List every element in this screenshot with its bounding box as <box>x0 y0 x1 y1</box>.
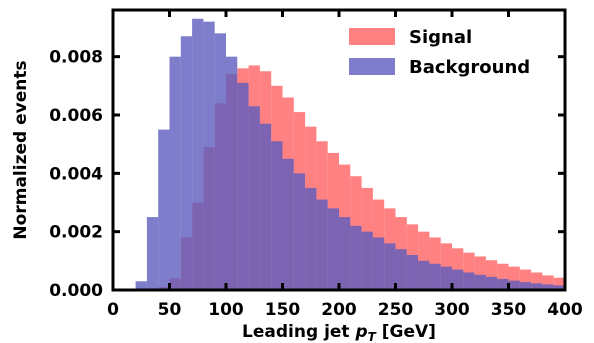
background-bar <box>361 231 373 290</box>
background-bar <box>372 237 385 290</box>
background-bar <box>226 56 238 290</box>
series-background <box>135 18 565 291</box>
y-tick-label: 0.002 <box>49 223 103 243</box>
background-bar <box>214 33 226 290</box>
signal-bar <box>519 269 532 290</box>
background-bar <box>350 225 362 290</box>
background-bar <box>519 282 532 290</box>
background-bar <box>203 21 215 291</box>
background-bar <box>316 199 328 290</box>
background-bar <box>485 276 498 290</box>
y-tick-labels: 0.000 0.002 0.004 0.006 0.008 <box>49 48 103 301</box>
background-bar <box>452 269 464 290</box>
background-bar <box>282 158 294 290</box>
background-bar <box>384 243 396 290</box>
background-bar <box>508 280 520 290</box>
axis-ticks <box>111 10 567 292</box>
background-bar <box>542 284 554 290</box>
y-tick-label: 0.008 <box>49 48 103 68</box>
x-tick-label: 0 <box>107 300 119 320</box>
background-bar <box>531 283 543 290</box>
background-bar <box>406 255 419 290</box>
x-tick-label: 200 <box>321 300 357 320</box>
signal-bar <box>508 266 520 290</box>
background-bar <box>305 187 317 290</box>
x-tick-label: 250 <box>378 300 414 320</box>
x-tick-label: 300 <box>434 300 470 320</box>
signal-bar <box>463 252 475 290</box>
background-bar <box>259 123 272 290</box>
background-bar <box>248 106 260 290</box>
background-bar <box>237 82 249 291</box>
y-tick-label: 0.000 <box>49 281 103 301</box>
x-tick-label: 400 <box>547 300 583 320</box>
signal-bar <box>531 272 543 290</box>
background-bar <box>135 281 147 290</box>
background-bar <box>327 208 339 290</box>
background-bar <box>463 272 475 290</box>
legend-swatch-signal <box>349 28 395 45</box>
y-tick-label: 0.006 <box>49 106 103 126</box>
x-tick-label: 50 <box>158 300 182 320</box>
background-bar <box>146 217 159 290</box>
background-bar <box>395 249 407 290</box>
background-bar <box>497 278 509 290</box>
histogram-bars <box>135 18 565 291</box>
background-bar <box>293 173 306 290</box>
background-bar <box>553 285 565 290</box>
signal-bar <box>542 275 554 290</box>
legend-label-background: Background <box>409 57 530 78</box>
background-bar <box>440 266 452 290</box>
legend-swatch-background <box>349 58 395 75</box>
background-bar <box>180 36 193 290</box>
background-bar <box>169 56 181 290</box>
y-tick-label: 0.004 <box>49 164 103 184</box>
x-tick-label: 150 <box>265 300 301 320</box>
background-bar <box>192 18 204 290</box>
x-tick-label: 350 <box>491 300 527 320</box>
background-bar <box>418 260 430 290</box>
legend-label-signal: Signal <box>409 27 472 48</box>
x-tick-label: 100 <box>208 300 244 320</box>
signal-bar <box>485 260 498 290</box>
x-tick-labels: 0 50 100 150 200 250 300 350 400 <box>107 300 583 320</box>
x-axis-label: Leading jet pT [GeV] <box>242 322 436 343</box>
background-bar <box>429 263 441 290</box>
signal-bar <box>452 248 464 290</box>
signal-bar <box>474 256 486 290</box>
legend: Signal Background <box>349 27 530 78</box>
background-bar <box>158 129 170 290</box>
y-axis-label: Normalized events <box>11 60 31 239</box>
signal-bar <box>497 263 509 290</box>
signal-bar <box>553 277 565 290</box>
background-bar <box>474 274 486 290</box>
background-bar <box>339 217 351 290</box>
background-bar <box>271 141 283 290</box>
